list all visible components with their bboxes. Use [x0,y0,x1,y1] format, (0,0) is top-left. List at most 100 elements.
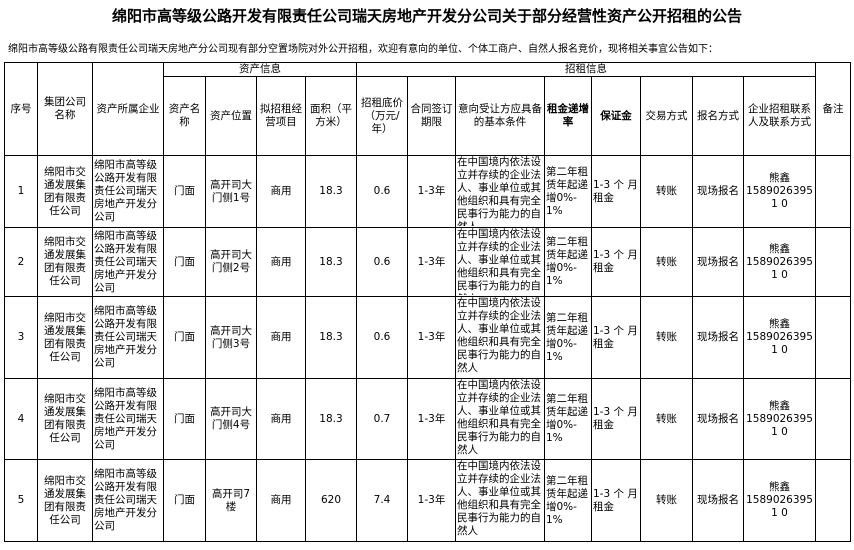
cell-contact: 熊鑫 15890263951 0 [743,378,816,460]
cell-name: 门面 [163,296,206,379]
cell-signup: 现场报名 [692,155,744,228]
cell-term: 1-3年 [407,227,456,297]
cell-incr: 第二年租赁年起递增0%-1% [544,296,592,379]
header-owner: 资产所属企业 [92,62,164,156]
group-rent-info: 招租信息 [356,62,816,77]
cell-signup: 现场报名 [692,378,744,460]
cell-loc: 高开司大门侧4号 [205,378,257,460]
cell-term: 1-3年 [407,155,456,228]
cell-note [815,296,851,379]
cell-term: 1-3年 [407,296,456,379]
conditions-text: 在中国境内依法设立并存续的企业法人、事业单位或其他组织和具有完全民事行为能力的自… [457,379,541,457]
cell-incr: 第二年租赁年起递增0%-1% [544,227,592,297]
header-increase: 租金递增率 [544,76,592,156]
cell-group: 绵阳市交通发展集团有限责任公司 [37,459,93,542]
cell-loc: 高开司大门侧1号 [205,155,257,228]
cell-use: 商用 [256,155,306,228]
header-location: 资产位置 [205,76,257,156]
cell-group: 绵阳市交通发展集团有限责任公司 [37,155,93,228]
cell-area: 18.3 [305,155,357,228]
cell-price: 7.4 [356,459,408,542]
table-row: 3 绵阳市交通发展集团有限责任公司 绵阳市高等级公路开发有限责任公司瑞天房地产开发分… [4,296,851,379]
contact-phone: 15890263951 0 [746,331,813,356]
cell-note [815,459,851,542]
contact-name: 熊鑫 [769,242,790,255]
header-contact: 企业招租联系人及联系方式 [743,76,816,156]
cell-deposit: 1-3 个 月租金 [591,296,641,379]
conditions-text: 在中国境内依法设立并存续的企业法人、事业单位或其他组织和具有完全民事行为能力的自… [457,460,541,538]
cell-cond: 在中国境内依法设立并存续的企业法人、事业单位或其他组织和具有完全民事行为能力的自… [455,155,545,228]
cell-signup: 现场报名 [692,227,744,297]
cell-note [815,155,851,228]
header-trade: 交易方式 [640,76,693,156]
header-note: 备注 [815,62,851,156]
header-deposit: 保证金 [591,76,641,156]
header-use: 拟招租经营项目 [256,76,306,156]
cell-incr: 第二年租赁年起递增0%-1% [544,155,592,228]
cell-cond: 在中国境内依法设立并存续的企业法人、事业单位或其他组织和具有完全民事行为能力的自… [455,378,545,460]
cell-group: 绵阳市交通发展集团有限责任公司 [37,296,93,379]
cell-loc: 高开司7楼 [205,459,257,542]
cell-trade: 转账 [640,296,693,379]
header-area: 面积（平方米） [305,76,357,156]
cell-contact: 熊鑫 15890263951 0 [743,296,816,379]
cell-trade: 转账 [640,155,693,228]
cell-signup: 现场报名 [692,459,744,542]
contact-phone: 15890263951 0 [746,494,813,519]
page-title: 绵阳市高等级公路开发有限责任公司瑞天房地产开发分公司关于部分经营性资产公开招租的… [111,7,742,25]
conditions-text: 在中国境内依法设立并存续的企业法人、事业单位或其他组织和具有完全民事行为能力的自… [457,228,541,296]
cell-group: 绵阳市交通发展集团有限责任公司 [37,378,93,460]
cell-note [815,227,851,297]
contact-name: 熊鑫 [769,399,790,412]
table-row: 4 绵阳市交通发展集团有限责任公司 绵阳市高等级公路开发有限责任公司瑞天房地产开发分… [4,378,851,460]
cell-use: 商用 [256,459,306,542]
cell-area: 18.3 [305,378,357,460]
cell-owner: 绵阳市高等级公路开发有限责任公司瑞天房地产开发分公司 [92,227,164,297]
cell-owner: 绵阳市高等级公路开发有限责任公司瑞天房地产开发分公司 [92,459,164,542]
cell-name: 门面 [163,459,206,542]
cell-use: 商用 [256,296,306,379]
cell-contact: 熊鑫 15890263951 0 [743,459,816,542]
cell-deposit: 1-3 个 月租金 [591,227,641,297]
cell-name: 门面 [163,378,206,460]
rental-table: 序号 集团公司名称 资产所属企业 资产信息 招租信息 备注 资产名称 资产位置 … [4,62,851,542]
contact-phone: 15890263951 0 [746,185,813,210]
contact-name: 熊鑫 [769,172,790,184]
cell-trade: 转账 [640,378,693,460]
cell-no: 5 [4,459,38,542]
cell-owner: 绵阳市高等级公路开发有限责任公司瑞天房地产开发分公司 [92,296,164,379]
header-price: 招租底价（万元/年） [356,76,408,156]
cell-deposit: 1-3 个 月租金 [591,155,641,228]
conditions-text: 在中国境内依法设立并存续的企业法人、事业单位或其他组织和具有完全民事行为能力的自… [457,156,541,227]
cell-cond: 在中国境内依法设立并存续的企业法人、事业单位或其他组织和具有完全民事行为能力的自… [455,227,545,297]
cell-contact: 熊鑫 15890263951 0 [743,227,816,297]
cell-area: 18.3 [305,227,357,297]
contact-phone: 15890263951 0 [746,255,813,281]
cell-name: 门面 [163,155,206,228]
group-asset-info: 资产信息 [163,62,357,77]
table-row: 1 绵阳市交通发展集团有限责任公司 绵阳市高等级公路开发有限责任公司瑞天房地产开发分… [4,155,851,228]
contact-name: 熊鑫 [769,481,790,493]
cell-trade: 转账 [640,227,693,297]
header-no: 序号 [4,62,38,156]
cell-cond: 在中国境内依法设立并存续的企业法人、事业单位或其他组织和具有完全民事行为能力的自… [455,296,545,379]
cell-signup: 现场报名 [692,296,744,379]
intro-text: 绵阳市高等级公路有限责任公司瑞天房地产分公司现有部分空置场院对外公开招租，欢迎有… [8,44,718,55]
cell-no: 1 [4,155,38,228]
header-term: 合同签订期限 [407,76,456,156]
cell-deposit: 1-3 个 月租金 [591,378,641,460]
cell-no: 2 [4,227,38,297]
cell-note [815,378,851,460]
header-group: 集团公司名称 [37,62,93,156]
cell-loc: 高开司大门侧3号 [205,296,257,379]
header-signup: 报名方式 [692,76,744,156]
cell-deposit: 1-3 个 月租金 [591,459,641,542]
conditions-text: 在中国境内依法设立并存续的企业法人、事业单位或其他组织和具有完全民事行为能力的自… [457,297,541,375]
cell-name: 门面 [163,227,206,297]
cell-term: 1-3年 [407,459,456,542]
cell-loc: 高开司大门侧2号 [205,227,257,297]
cell-owner: 绵阳市高等级公路开发有限责任公司瑞天房地产开发分公司 [92,155,164,228]
cell-owner: 绵阳市高等级公路开发有限责任公司瑞天房地产开发分公司 [92,378,164,460]
cell-price: 0.7 [356,378,408,460]
cell-group: 绵阳市交通发展集团有限责任公司 [37,227,93,297]
